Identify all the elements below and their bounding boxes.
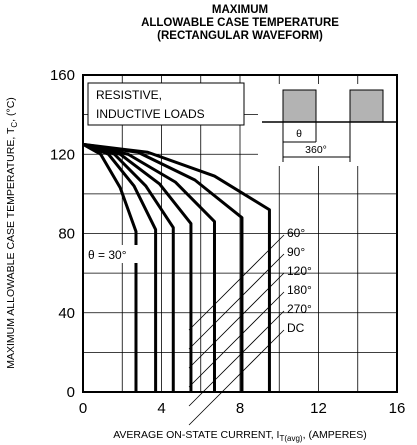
x-axis-label: AVERAGE ON-STATE CURRENT, IT(avg), (AMPE… bbox=[113, 429, 367, 443]
series-label: 60° bbox=[287, 226, 305, 240]
title-line: MAXIMUM bbox=[212, 4, 268, 16]
label-bg bbox=[86, 245, 146, 263]
series-label: DC bbox=[287, 321, 305, 335]
series-label: 90° bbox=[287, 245, 305, 259]
overlay: RESISTIVE, INDUCTIVE LOADS θ 360° bbox=[87, 82, 396, 166]
x-tick-label: 0 bbox=[79, 400, 87, 417]
leader-line bbox=[188, 329, 285, 426]
y-tick-label: 80 bbox=[58, 226, 75, 243]
label-sub: T(avg) bbox=[279, 434, 302, 443]
series-label: 120° bbox=[287, 264, 312, 278]
title: MAXIMUM ALLOWABLE CASE TEMPERATURE (RECT… bbox=[141, 4, 339, 42]
pulse bbox=[349, 89, 384, 123]
loads-box bbox=[87, 82, 245, 126]
x-tick-label: 8 bbox=[236, 400, 244, 417]
title-line: (RECTANGULAR WAVEFORM) bbox=[157, 30, 323, 42]
label-part: , (°C) bbox=[5, 97, 17, 122]
title-line: ALLOWABLE CASE TEMPERATURE bbox=[141, 17, 339, 29]
curve bbox=[82, 142, 244, 392]
y-tick-label: 160 bbox=[50, 67, 75, 84]
y-tick-label: 40 bbox=[58, 305, 75, 322]
annotation: 360° bbox=[305, 144, 327, 156]
label-part: MAXIMUM ALLOWABLE CASE TEMPERATURE, T bbox=[5, 127, 17, 369]
y-tick-label: 0 bbox=[67, 384, 75, 401]
curve bbox=[82, 142, 158, 392]
annotation: RESISTIVE, bbox=[96, 88, 162, 102]
label-part: AVERAGE ON-STATE CURRENT, I bbox=[113, 429, 279, 441]
label-part: , (AMPERES) bbox=[303, 429, 367, 441]
series-label: 180° bbox=[287, 283, 312, 297]
annotation: INDUCTIVE LOADS bbox=[96, 107, 205, 121]
y-axis-label: MAXIMUM ALLOWABLE CASE TEMPERATURE, TC, … bbox=[5, 97, 19, 369]
pulse bbox=[282, 89, 317, 123]
series-label: θ = 30° bbox=[88, 248, 127, 262]
curve bbox=[82, 142, 216, 392]
label-sub: C bbox=[10, 122, 19, 128]
y-tick-label: 120 bbox=[50, 146, 75, 163]
curve bbox=[82, 142, 175, 392]
x-tick-label: 4 bbox=[157, 400, 165, 417]
annotation: θ bbox=[296, 128, 302, 140]
series-label: 270° bbox=[287, 302, 312, 316]
x-tick-label: 12 bbox=[310, 400, 327, 417]
plot-frame bbox=[82, 74, 398, 393]
x-tick-label: 16 bbox=[389, 400, 406, 417]
curve bbox=[82, 142, 271, 392]
curve bbox=[82, 143, 138, 392]
